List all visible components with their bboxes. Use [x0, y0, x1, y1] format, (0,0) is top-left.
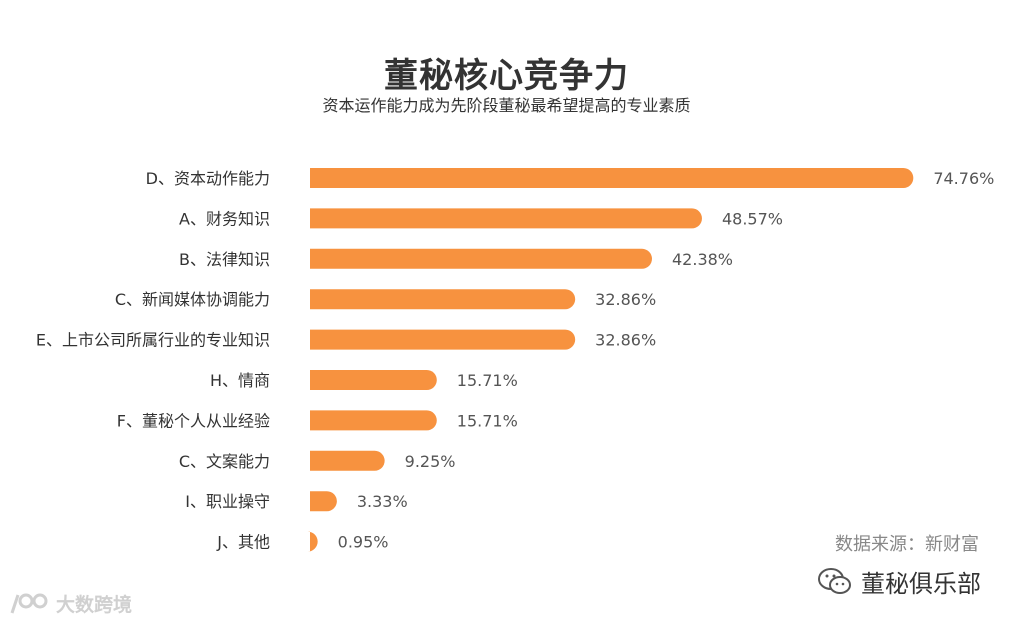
value-label: 3.33%	[357, 492, 408, 511]
watermark-logo-icon	[10, 593, 48, 613]
value-label: 0.95%	[338, 533, 389, 552]
value-label: 74.76%	[933, 169, 994, 188]
bar	[310, 289, 576, 310]
category-label: I、职业操守	[185, 492, 270, 511]
watermark: 大数跨境	[8, 590, 132, 617]
value-label: 32.86%	[595, 290, 656, 309]
value-label: 32.86%	[595, 331, 656, 350]
chart-title: 董秘核心竞争力	[384, 56, 629, 96]
watermark-text: 大数跨境	[56, 594, 133, 616]
wechat-icon	[818, 567, 851, 594]
value-label: 15.71%	[457, 371, 518, 390]
bar	[310, 370, 437, 390]
bar	[310, 168, 914, 188]
category-label: F、董秘个人从业经验	[117, 411, 270, 430]
wechat-brand: 董秘俱乐部	[817, 564, 981, 599]
wechat-brand-name: 董秘俱乐部	[861, 570, 981, 598]
chart-subtitle: 资本运作能力成为先阶段董秘最希望提高的专业素质	[322, 96, 691, 115]
category-label: C、新闻媒体协调能力	[115, 290, 270, 309]
data-source-note: 数据来源：新财富	[835, 534, 979, 555]
bar	[310, 329, 576, 350]
value-label: 15.71%	[457, 411, 518, 430]
value-label: 48.57%	[722, 209, 783, 228]
bar	[310, 491, 337, 512]
category-label: J、其他	[216, 533, 270, 552]
category-label: D、资本动作能力	[146, 169, 270, 188]
category-label: A、财务知识	[179, 209, 270, 228]
bar	[307, 531, 318, 552]
bar	[310, 450, 385, 471]
category-label: B、法律知识	[179, 250, 270, 269]
category-label: C、文案能力	[179, 452, 270, 471]
bar	[310, 248, 652, 269]
category-label: E、上市公司所属行业的专业知识	[36, 331, 270, 350]
bar	[310, 208, 702, 229]
value-label: 9.25%	[405, 452, 456, 471]
category-label: H、情商	[210, 371, 270, 390]
bar	[310, 410, 437, 431]
value-label: 42.38%	[672, 250, 733, 269]
